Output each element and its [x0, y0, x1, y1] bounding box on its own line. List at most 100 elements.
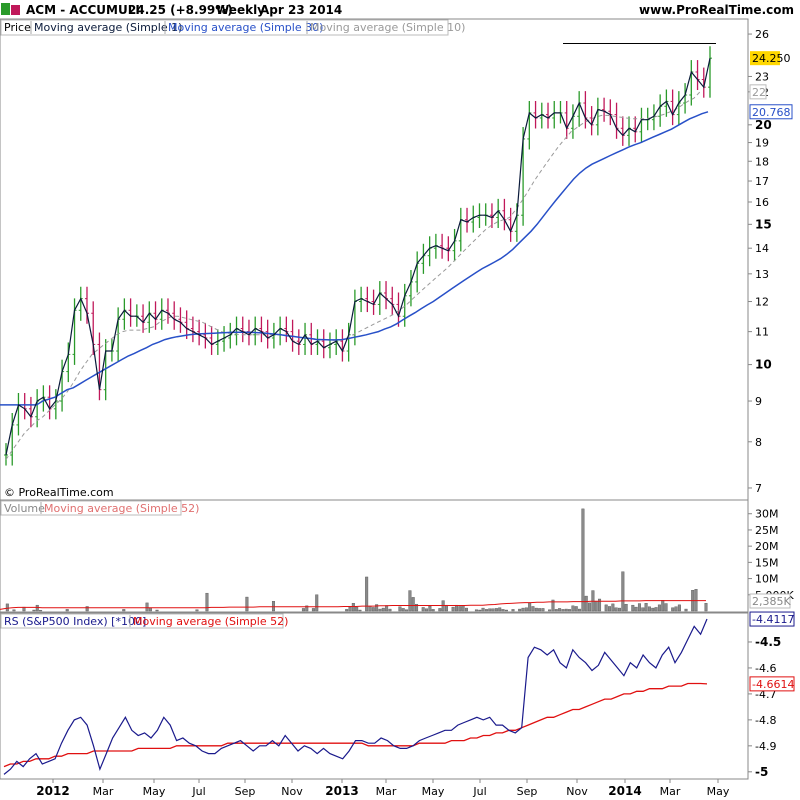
volume-bar: [574, 606, 578, 612]
volume-panel-frame: [0, 499, 749, 613]
ma30-tag: 20.768: [749, 104, 793, 120]
volume-bar: [348, 606, 352, 612]
ma10-value-box: [749, 84, 767, 100]
price-y-tick-label: 12: [755, 296, 769, 309]
legend-rs-ma: Moving average (Simple 52): [133, 615, 288, 628]
volume-bar: [65, 609, 69, 612]
volume-bar: [617, 607, 621, 612]
volume-bar: [351, 603, 355, 612]
volume-y-tick-label: 25M: [755, 524, 779, 537]
volume-bar: [581, 508, 585, 612]
rs-ma-value-label: -4.6614: [752, 678, 794, 691]
volume-bar: [554, 609, 558, 612]
rs-value-box: [749, 611, 795, 627]
volume-bar: [608, 606, 612, 612]
rs-last-tag: -4.4117: [749, 611, 795, 627]
volume-bar: [674, 606, 678, 612]
x-tick-label: May: [422, 785, 445, 798]
chart-header: ACM - ACCUMULI 24.25 (+8.99%) Weekly Apr…: [1, 3, 794, 17]
volume-bar: [641, 607, 645, 612]
price-y-tick-label: 15: [755, 217, 772, 231]
volume-bar: [195, 609, 199, 612]
down-candle-icon: [11, 5, 20, 15]
rs-ma-line: [3, 682, 708, 768]
rs-y-tick-label: -4.9: [755, 740, 776, 753]
volume-ma-line: [0, 600, 706, 610]
price-y-tick-label: 13: [755, 268, 769, 281]
last-volume-tag: 2,385K: [749, 593, 791, 609]
ma10-tag: 22: [749, 84, 767, 100]
volume-bar: [501, 609, 505, 612]
volume-bar: [378, 608, 382, 612]
price-y-tick-label: 7: [755, 482, 762, 495]
volume-bar: [504, 609, 508, 612]
last-volume-box: [749, 593, 791, 609]
volume-bar: [657, 604, 661, 612]
volume-bar: [454, 604, 458, 612]
volume-bar: [431, 609, 435, 612]
volume-bar: [541, 608, 545, 612]
volume-bar: [85, 606, 89, 612]
ma30-value-label: 20.768: [752, 106, 791, 119]
volume-bar: [481, 607, 485, 612]
volume-bar: [594, 601, 598, 612]
volume-bar: [155, 609, 159, 612]
volume-bar: [458, 606, 462, 612]
volume-bar: [368, 605, 372, 612]
price-change: 24.25 (+8.99%): [128, 3, 233, 17]
volume-bar: [621, 571, 625, 612]
x-tick-label: Jul: [191, 785, 205, 798]
volume-bar: [524, 607, 528, 612]
volume-bar: [518, 608, 522, 612]
legend-ma10: Moving average (Simple 10): [310, 21, 465, 34]
rs-value-label: -4.4117: [752, 613, 794, 626]
period-label: Weekly: [216, 3, 265, 17]
last-volume-label: 2,385K: [752, 595, 791, 608]
volume-bar: [564, 608, 568, 612]
volume-panel: Volume Moving average (Simple 52) 30M 25M…: [0, 499, 794, 613]
x-tick-label: Nov: [281, 785, 303, 798]
volume-bar: [415, 603, 419, 612]
volume-bar: [271, 601, 275, 612]
rs-legend-box: [0, 613, 284, 629]
volume-y-tick-label: 30M: [755, 508, 779, 521]
website-label: www.ProRealTime.com: [639, 3, 794, 17]
last-price-tag: 24.250: [750, 51, 791, 66]
volume-bar: [405, 609, 409, 612]
volume-bar: [311, 608, 315, 612]
volume-y-tick-label: 10M: [755, 573, 779, 586]
volume-bar: [205, 592, 209, 612]
legend-rs: RS (S&P500 Index) [*100]: [4, 615, 146, 628]
volume-bar: [571, 605, 575, 612]
volume-bar: [438, 608, 442, 612]
volume-y-tick-label: 20M: [755, 540, 779, 553]
volume-bar: [12, 609, 16, 612]
volume-bar: [365, 576, 369, 612]
volume-bar: [644, 603, 648, 612]
x-tick-label: Mar: [376, 785, 397, 798]
volume-bar: [398, 606, 402, 612]
up-candle-icon: [1, 3, 10, 15]
volume-bar: [305, 605, 309, 612]
x-tick-label: Sep: [517, 785, 538, 798]
price-y-tick-label: 18: [755, 155, 769, 168]
x-tick-label: Mar: [660, 785, 681, 798]
rs-y-tick-label: -4.6: [755, 662, 776, 675]
volume-bar: [631, 604, 635, 612]
volume-bar: [521, 607, 525, 612]
volume-bar: [358, 609, 362, 612]
price-y-tick-label: 17: [755, 175, 769, 188]
volume-bar: [677, 604, 681, 612]
last-price-label: 24.250: [752, 52, 791, 65]
volume-bar: [568, 609, 572, 612]
rs-line: [3, 618, 708, 775]
volume-bar: [122, 609, 126, 612]
x-tick-label: 2014: [608, 784, 641, 798]
volume-bar: [5, 603, 9, 612]
volume-bar: [355, 606, 359, 612]
price-y-tick-label: 19: [755, 137, 769, 150]
x-tick-label: 2012: [36, 784, 69, 798]
volume-bar: [345, 609, 349, 612]
volume-bar: [474, 609, 478, 612]
volume-bar: [461, 605, 465, 612]
